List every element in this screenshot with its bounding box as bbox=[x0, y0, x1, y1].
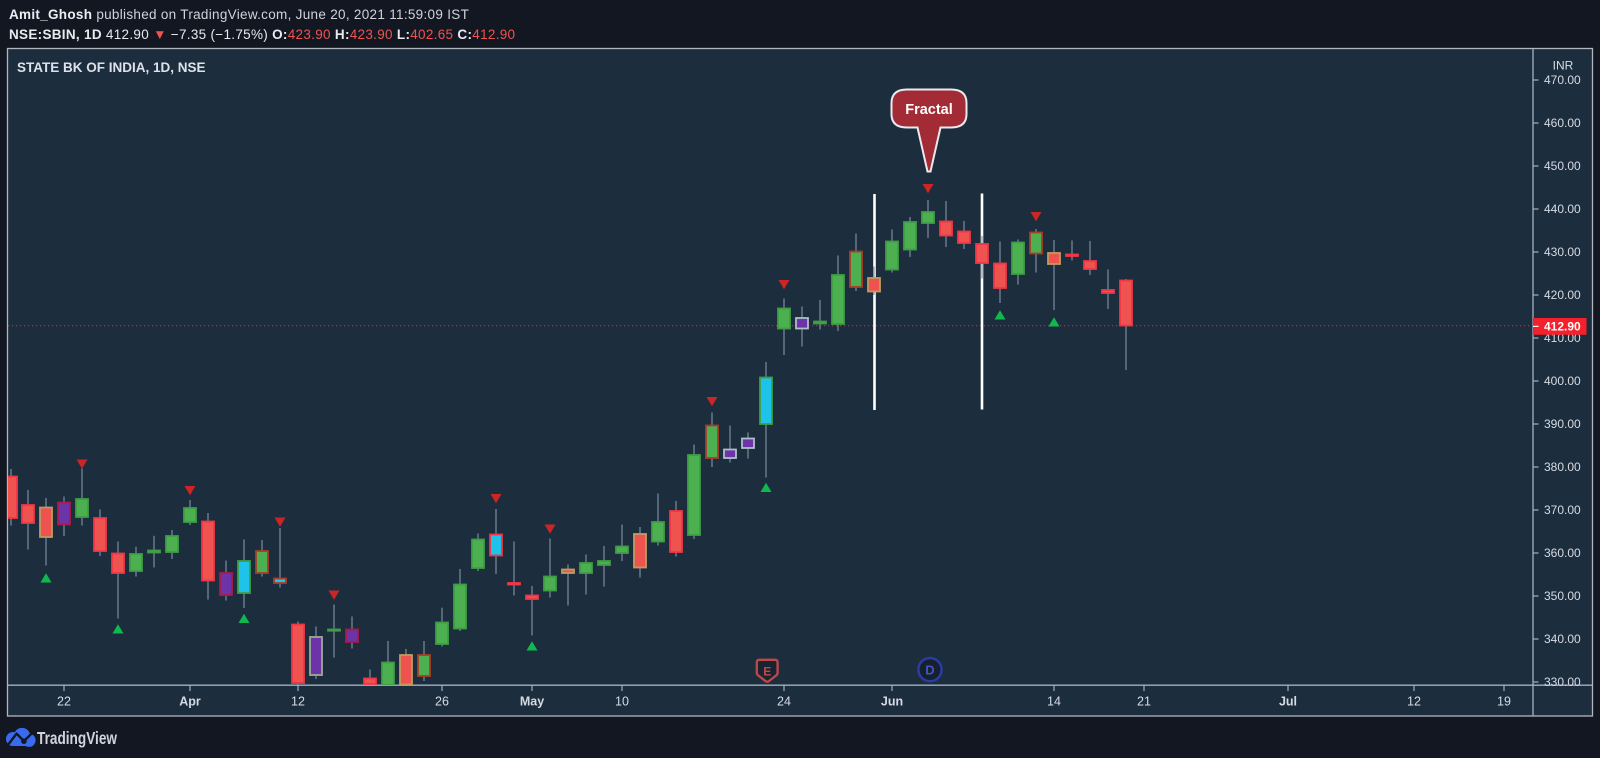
svg-text:400.00: 400.00 bbox=[1544, 374, 1581, 388]
svg-text:430.00: 430.00 bbox=[1544, 245, 1581, 259]
svg-text:INR: INR bbox=[1553, 59, 1574, 73]
svg-text:440.00: 440.00 bbox=[1544, 202, 1581, 216]
svg-text:340.00: 340.00 bbox=[1544, 632, 1581, 646]
svg-text:21: 21 bbox=[1137, 695, 1151, 709]
svg-text:380.00: 380.00 bbox=[1544, 460, 1581, 474]
svg-text:460.00: 460.00 bbox=[1544, 116, 1581, 130]
svg-text:450.00: 450.00 bbox=[1544, 159, 1581, 173]
svg-text:Amit_Ghosh published on Tradin: Amit_Ghosh published on TradingView.com,… bbox=[9, 7, 469, 22]
svg-text:22: 22 bbox=[57, 695, 71, 709]
svg-text:330.00: 330.00 bbox=[1544, 675, 1581, 689]
svg-text:Jul: Jul bbox=[1279, 695, 1297, 709]
svg-text:D: D bbox=[925, 662, 934, 677]
svg-text:NSE:SBIN, 1D 412.90 ▼ −7.35 (−: NSE:SBIN, 1D 412.90 ▼ −7.35 (−1.75%) O:4… bbox=[9, 27, 515, 42]
svg-text:Apr: Apr bbox=[179, 695, 201, 709]
svg-text:470.00: 470.00 bbox=[1544, 73, 1581, 87]
svg-text:19: 19 bbox=[1497, 695, 1511, 709]
svg-text:350.00: 350.00 bbox=[1544, 589, 1581, 603]
svg-text:10: 10 bbox=[615, 695, 629, 709]
svg-text:24: 24 bbox=[777, 695, 791, 709]
svg-text:STATE BK OF INDIA, 1D, NSE: STATE BK OF INDIA, 1D, NSE bbox=[17, 60, 206, 75]
svg-text:14: 14 bbox=[1047, 695, 1061, 709]
svg-text:TradingView: TradingView bbox=[37, 728, 117, 748]
svg-text:E: E bbox=[763, 664, 771, 678]
svg-text:Jun: Jun bbox=[881, 695, 903, 709]
svg-text:May: May bbox=[520, 695, 544, 709]
svg-text:26: 26 bbox=[435, 695, 449, 709]
svg-text:370.00: 370.00 bbox=[1544, 503, 1581, 517]
svg-text:412.90: 412.90 bbox=[1544, 320, 1581, 334]
svg-text:390.00: 390.00 bbox=[1544, 417, 1581, 431]
svg-text:12: 12 bbox=[291, 695, 305, 709]
svg-text:12: 12 bbox=[1407, 695, 1421, 709]
svg-text:360.00: 360.00 bbox=[1544, 546, 1581, 560]
svg-text:420.00: 420.00 bbox=[1544, 288, 1581, 302]
svg-text:Fractal: Fractal bbox=[905, 102, 953, 118]
